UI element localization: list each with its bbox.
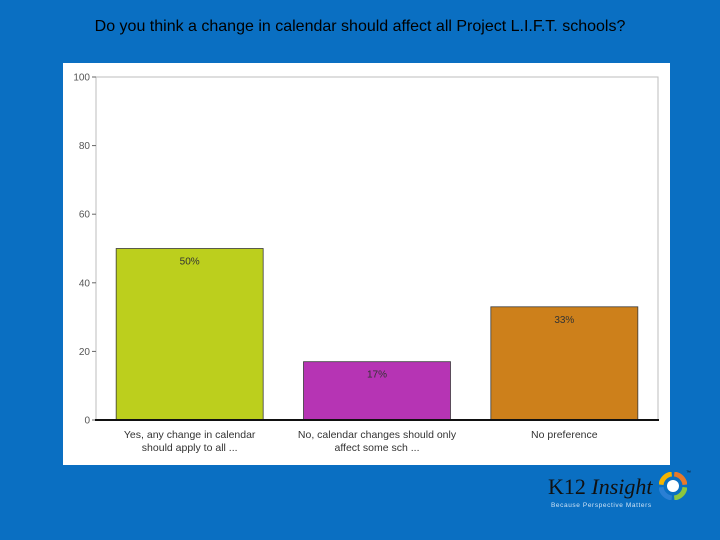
- y-tick-label: 0: [84, 416, 90, 427]
- logo-ring-segment: [673, 472, 687, 486]
- logo-ring-segment: [673, 486, 687, 500]
- logo-tagline: Because Perspective Matters: [551, 502, 652, 509]
- x-category-label: No, calendar changes should only: [298, 429, 457, 441]
- y-tick-label: 60: [79, 210, 91, 221]
- x-category-label: Yes, any change in calendar: [124, 429, 256, 441]
- y-tick-label: 40: [79, 278, 91, 289]
- x-category-label: affect some sch ...: [334, 442, 419, 454]
- bars: 50% 17% 33%: [115, 248, 639, 421]
- y-tick-label: 20: [79, 347, 91, 358]
- logo-trademark: ™: [686, 470, 691, 476]
- y-tick-label: 80: [79, 141, 91, 152]
- logo-wordmark: K12 Insight: [548, 474, 653, 500]
- x-category-label: No preference: [531, 429, 598, 441]
- k12-insight-logo: K12 Insight ™ Because Perspective Matter…: [548, 470, 698, 515]
- logo-ring-segment: [659, 472, 673, 486]
- logo-ring-segment: [659, 486, 673, 500]
- logo-brand-main: K12: [548, 474, 586, 499]
- y-axis: 0 20 40 60 80 100: [73, 73, 96, 427]
- bar: [115, 248, 264, 421]
- y-tick-label: 100: [73, 73, 90, 84]
- bar-chart: 0 20 40 60 80 100 50% 17% 33% Yes, any change i…: [73, 73, 659, 454]
- bar: [490, 306, 639, 421]
- x-category-label: should apply to all ...: [142, 442, 238, 454]
- bar-value-label: 50%: [180, 257, 200, 268]
- slide-title: Do you think a change in calendar should…: [94, 18, 626, 35]
- chart-panel: 0 20 40 60 80 100 50% 17% 33% Yes, any change i…: [63, 63, 670, 465]
- bar-value-label: 17%: [367, 370, 387, 381]
- logo-brand-italic: Insight: [591, 474, 653, 499]
- bar-value-label: 33%: [554, 315, 574, 326]
- logo-ring-icon: [659, 472, 687, 500]
- bar: [303, 361, 451, 421]
